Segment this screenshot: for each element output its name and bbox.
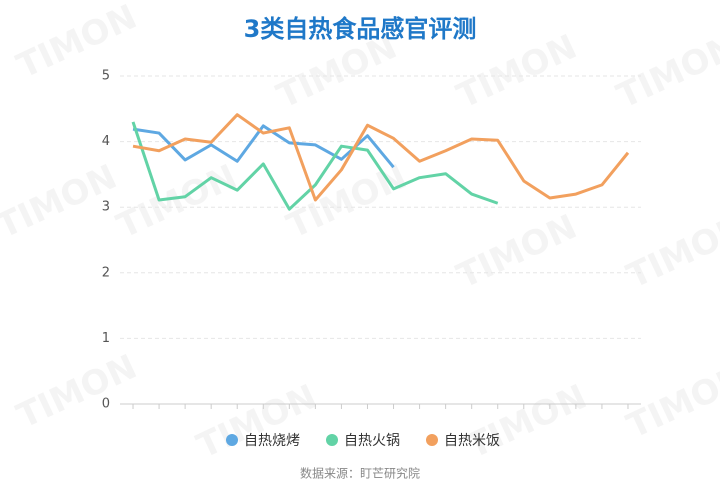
watermark: TIMON: [451, 207, 583, 297]
y-tick-label: 5: [102, 69, 110, 84]
y-tick-label: 2: [102, 265, 110, 280]
legend-label: 自热米饭: [444, 433, 500, 449]
series-line: [131, 121, 499, 211]
series-line: [132, 124, 395, 169]
watermark: TIMON: [281, 157, 413, 247]
legend-label: 自热火锅: [344, 433, 400, 449]
watermark: TIMON: [461, 377, 593, 467]
chart-title: 3类自热食品感官评测: [244, 15, 477, 43]
legend-marker: [326, 434, 338, 446]
y-tick-label: 0: [102, 397, 110, 412]
watermark: TIMON: [11, 347, 143, 437]
watermark: TIMON: [11, 0, 143, 87]
legend-marker: [426, 434, 438, 446]
legend-label: 自热烧烤: [244, 433, 300, 449]
source: 数据来源：盯芒研究院: [300, 466, 420, 481]
watermark: TIMON: [621, 207, 720, 297]
series-line: [132, 113, 630, 202]
watermark: TIMON: [611, 27, 720, 117]
watermark: TIMON: [111, 157, 243, 247]
watermark: TIMON: [191, 377, 323, 467]
y-tick-label: 1: [102, 331, 110, 346]
watermark: TIMON: [621, 357, 720, 447]
y-tick-label: 3: [102, 200, 110, 215]
legend-marker: [226, 434, 238, 446]
y-tick-label: 4: [102, 134, 110, 149]
